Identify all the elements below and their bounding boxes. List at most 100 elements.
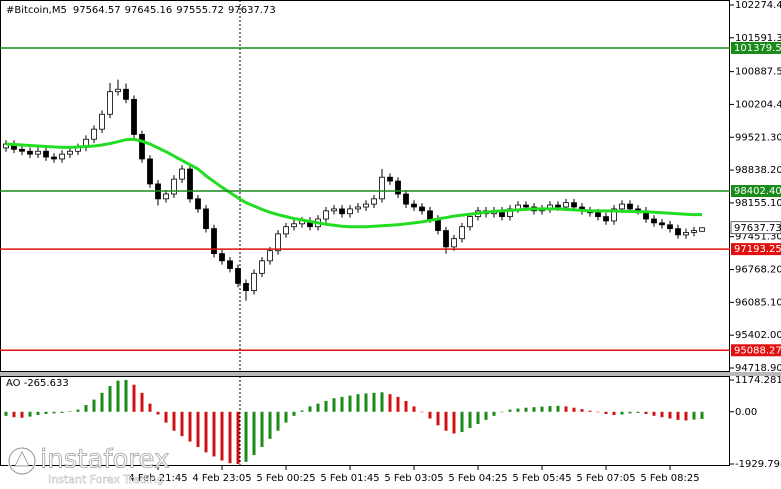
candle-body <box>379 176 385 200</box>
ao-bar <box>28 411 32 417</box>
candle-body <box>691 230 697 233</box>
ao-bar <box>380 392 384 412</box>
candle-body <box>219 253 225 262</box>
y-tick-label: 97451.30 <box>735 232 781 243</box>
ao-bar <box>12 411 16 418</box>
y-tick-label: 94718.90 <box>735 363 781 374</box>
ao-bar <box>604 411 608 414</box>
candle-body <box>123 88 129 100</box>
ao-bar <box>492 411 496 416</box>
ao-bar <box>444 411 448 431</box>
candle-body <box>395 180 401 195</box>
ao-bar <box>692 411 696 420</box>
candle-body <box>627 203 633 210</box>
candle-body <box>59 153 65 160</box>
ao-bar <box>556 405 560 412</box>
y-tick-label: 0.00 <box>735 407 757 418</box>
candle-body <box>243 282 249 292</box>
candle-body <box>523 204 529 208</box>
candle-body <box>187 168 193 200</box>
level-label-box <box>731 243 781 256</box>
y-tick-label: 96768.20 <box>735 265 781 276</box>
ao-bar <box>436 411 440 426</box>
candle-body <box>139 134 145 160</box>
candle-body <box>323 210 329 220</box>
candle-body <box>659 222 665 226</box>
last-high: 97645.16 <box>125 5 173 16</box>
y-tick-label: 96085.10 <box>735 297 781 308</box>
ao-bar <box>116 380 120 412</box>
indicator-title: AO -265.633 <box>6 378 69 389</box>
ao-bar <box>188 411 192 442</box>
candle-body <box>227 260 233 269</box>
pane-separator <box>0 372 781 376</box>
ao-bar <box>52 411 56 414</box>
x-tick-label: 5 Feb 00:25 <box>256 473 315 484</box>
x-tick-label: 4 Feb 21:45 <box>128 473 187 484</box>
y-tick-label: 99521.30 <box>735 132 781 143</box>
ao-bar <box>700 411 704 419</box>
level-label: 95088.27 <box>734 345 781 356</box>
candle-body <box>387 176 393 182</box>
ao-bar <box>132 384 136 412</box>
watermark-tagline: Instant Forex Trading <box>48 473 164 486</box>
ao-bar <box>244 411 248 462</box>
candle-body <box>371 198 377 205</box>
ao-bar <box>500 411 504 413</box>
candle-body <box>283 226 289 235</box>
ao-bar <box>580 409 584 412</box>
candle-body <box>563 202 569 208</box>
ao-bar <box>572 407 576 412</box>
candle-body <box>355 206 361 210</box>
last-open: 97564.57 <box>73 5 121 16</box>
last-low: 97555.72 <box>176 5 224 16</box>
candle-body <box>363 203 369 208</box>
candle-body <box>147 158 153 185</box>
x-tick-label: 5 Feb 04:25 <box>448 473 507 484</box>
ao-bar <box>388 394 392 412</box>
ao-bar <box>92 399 96 412</box>
ao-bar <box>516 408 520 412</box>
price-pane-border <box>0 0 730 372</box>
ao-bar <box>44 411 48 414</box>
chart-title: #Bitcoin,M5 97564.57 97645.16 97555.72 97637… <box>6 5 276 16</box>
ao-bar <box>308 406 312 412</box>
candle-body <box>275 233 281 252</box>
ao-bar <box>276 411 280 431</box>
ao-bar <box>236 411 240 464</box>
watermark-brand: instaforex <box>40 445 169 475</box>
ao-bar <box>596 411 600 413</box>
candle-body <box>19 148 25 152</box>
ao-bar <box>268 411 272 439</box>
candle-body <box>35 150 41 155</box>
ao-bar <box>684 411 688 421</box>
ao-bar <box>540 406 544 412</box>
ao-bar <box>60 411 64 413</box>
ao-bar <box>108 386 112 412</box>
ao-bar <box>84 405 88 412</box>
ao-bar <box>292 411 296 416</box>
ao-bar <box>252 411 256 456</box>
candle-body <box>115 88 121 93</box>
ao-bar <box>356 394 360 412</box>
candle-body <box>235 268 241 284</box>
candle-body <box>571 202 577 208</box>
ao-bar <box>156 411 160 415</box>
candle-body <box>43 150 49 158</box>
ao-bar <box>212 411 216 457</box>
ao-bar <box>636 411 640 413</box>
ao-bar <box>124 380 128 412</box>
candle-body <box>331 208 337 212</box>
ao-bar <box>660 411 664 418</box>
ao-bar <box>524 407 528 412</box>
ao-bar <box>484 411 488 420</box>
ao-bar <box>76 409 80 412</box>
ao-bar <box>316 403 320 412</box>
candle-body <box>107 91 113 115</box>
candle-body <box>259 260 265 274</box>
symbol: #Bitcoin,M5 <box>6 5 67 16</box>
candle-body <box>667 224 673 230</box>
candle-body <box>339 208 345 215</box>
